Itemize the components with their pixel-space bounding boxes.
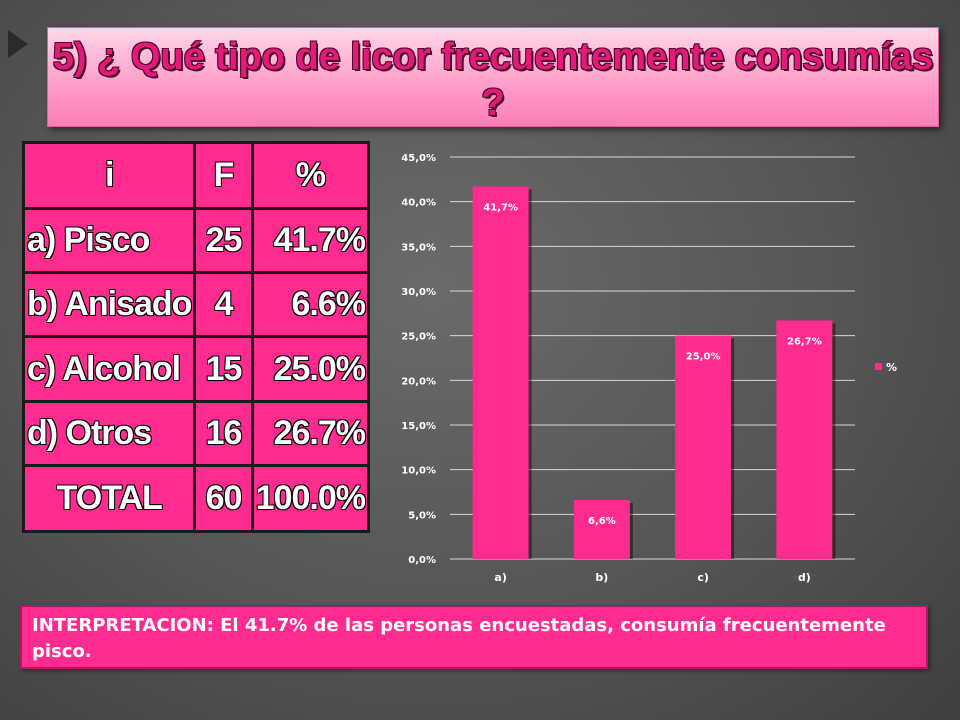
bar: [675, 335, 732, 559]
legend-label: %: [886, 361, 897, 374]
table-cell: 26.7%: [250, 399, 371, 467]
y-tick-label: 15,0%: [401, 421, 436, 432]
table-cell: b) Anisado: [21, 271, 197, 339]
table-cell: a) Pisco: [21, 207, 197, 275]
frequency-table: i F % a) Pisco 25 41.7% b) Anisado 4 6.6…: [21, 140, 371, 534]
y-tick-label: 0,0%: [408, 555, 436, 566]
title-banner: 5) ¿ Qué tipo de licor frecuentemente co…: [47, 27, 939, 127]
table-cell: 15: [193, 335, 254, 403]
x-tick-label: d): [798, 571, 811, 584]
y-tick-label: 40,0%: [401, 198, 436, 209]
slide-arrow-icon: [8, 30, 28, 58]
bar-chart: 0,0% 5,0% 10,0% 15,0% 20,0% 25,0% 30,0% 35,0% 40…: [375, 141, 935, 591]
table-cell: 60: [193, 463, 254, 534]
table-cell: d) Otros: [21, 399, 197, 467]
y-tick-label: 35,0%: [401, 242, 436, 253]
table-header-cell: %: [250, 140, 371, 211]
table-row: d) Otros 16 26.7%: [21, 399, 371, 467]
y-tick-label: 10,0%: [401, 466, 436, 477]
chart-legend: %: [875, 361, 897, 374]
table-row: c) Alcohol 15 25.0%: [21, 335, 371, 403]
bar: [776, 320, 833, 559]
data-label: 6,6%: [588, 516, 616, 527]
table-cell: 41.7%: [250, 207, 371, 275]
table-cell: c) Alcohol: [21, 335, 197, 403]
interpretation-box: INTERPRETACION: El 41.7% de las personas…: [20, 605, 928, 669]
y-axis-ticks: 0,0% 5,0% 10,0% 15,0% 20,0% 25,0% 30,0% 35,0% 40…: [401, 153, 436, 566]
table-cell: 16: [193, 399, 254, 467]
x-tick-label: c): [697, 571, 709, 584]
data-label: 41,7%: [483, 202, 518, 213]
table-header-row: i F %: [21, 140, 371, 211]
chart-bars: [472, 186, 836, 560]
table-cell: 6.6%: [250, 271, 371, 339]
table-cell: TOTAL: [21, 463, 197, 534]
bar: [573, 500, 630, 559]
y-tick-label: 30,0%: [401, 287, 436, 298]
table-cell: 100.0%: [250, 463, 371, 534]
chart-svg: 0,0% 5,0% 10,0% 15,0% 20,0% 25,0% 30,0% 35,0% 40…: [401, 153, 897, 584]
y-tick-label: 45,0%: [401, 153, 436, 164]
table-row: b) Anisado 4 6.6%: [21, 271, 371, 339]
y-tick-label: 20,0%: [401, 376, 436, 387]
table-header-cell: i: [21, 140, 197, 211]
table-cell: 4: [193, 271, 254, 339]
x-tick-label: a): [494, 571, 506, 584]
x-tick-label: b): [595, 571, 608, 584]
y-tick-label: 25,0%: [401, 332, 436, 343]
legend-swatch: [875, 363, 882, 370]
interpretation-text: INTERPRETACION: El 41.7% de las personas…: [32, 615, 886, 662]
bar: [472, 186, 529, 560]
table-header-cell: F: [193, 140, 254, 211]
table-row: TOTAL 60 100.0%: [21, 463, 371, 534]
data-labels: 41,7% 6,6% 25,0% 26,7%: [483, 202, 821, 527]
table-cell: 25.0%: [250, 335, 371, 403]
y-tick-label: 5,0%: [408, 510, 436, 521]
x-axis-ticks: a) b) c) d): [494, 571, 810, 584]
data-label: 26,7%: [787, 336, 822, 347]
table-row: a) Pisco 25 41.7%: [21, 207, 371, 275]
slide-title: 5) ¿ Qué tipo de licor frecuentemente co…: [52, 36, 934, 124]
data-label: 25,0%: [686, 352, 721, 363]
table-cell: 25: [193, 207, 254, 275]
